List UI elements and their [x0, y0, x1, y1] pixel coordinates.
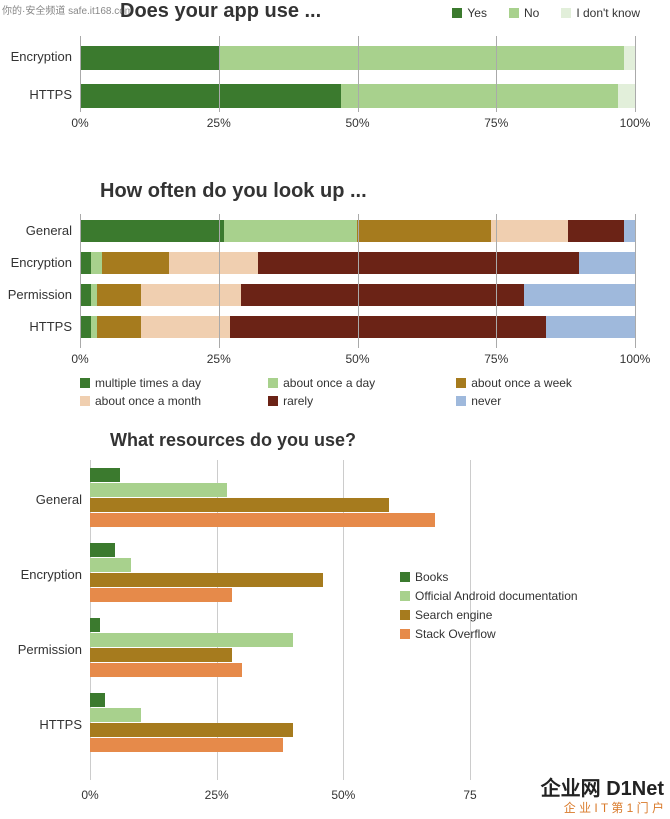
chart-resources: What resources do you use? General Encryp… [0, 430, 670, 819]
chart1-title: Does your app use ... [120, 0, 321, 23]
x-tick: 75 [463, 788, 476, 802]
legend-item: multiple times a day [80, 376, 268, 390]
chart3-legend: Books Official Android documentation Searc… [400, 570, 578, 646]
x-tick: 100% [620, 116, 651, 130]
bar [90, 513, 435, 527]
bar-segment [80, 84, 341, 108]
x-tick: 50% [331, 788, 355, 802]
legend-item: Stack Overflow [400, 627, 578, 641]
bar-segment [230, 316, 546, 338]
category-label: HTTPS [29, 87, 72, 102]
legend-item: about once a week [456, 376, 644, 390]
legend-item: Books [400, 570, 578, 584]
chart3-group: General [90, 468, 470, 543]
x-tick: 100% [620, 352, 651, 366]
bar [90, 648, 232, 662]
bar-segment [357, 220, 490, 242]
bar-segment [546, 316, 635, 338]
bar-segment [618, 84, 635, 108]
bar-segment [80, 220, 224, 242]
bar [90, 483, 227, 497]
x-tick: 25% [205, 788, 229, 802]
watermark-top-left: 你的·安全频道 safe.it168.com [2, 2, 133, 17]
bar [90, 618, 100, 632]
x-tick: 0% [81, 788, 98, 802]
legend-item: Yes [452, 6, 487, 20]
category-label: Permission [18, 642, 82, 657]
bar-segment [624, 220, 635, 242]
chart3-x-axis: 0%25%50%75 [90, 784, 470, 808]
category-label: Encryption [11, 255, 72, 270]
bar [90, 708, 141, 722]
bar-segment [568, 220, 624, 242]
bar-segment [80, 284, 91, 306]
chart3-title: What resources do you use? [110, 430, 356, 451]
category-label: General [36, 492, 82, 507]
bar-segment [91, 252, 102, 274]
bar-segment [141, 284, 241, 306]
bar-segment [219, 46, 624, 70]
legend-item: about once a month [80, 394, 268, 408]
bar [90, 468, 120, 482]
x-tick: 75% [484, 116, 508, 130]
legend-item: never [456, 394, 644, 408]
bar [90, 693, 105, 707]
legend-item: Official Android documentation [400, 589, 578, 603]
category-label: HTTPS [39, 717, 82, 732]
legend-item: No [509, 6, 539, 20]
bar-segment [524, 284, 635, 306]
bar-segment [169, 252, 258, 274]
bar-segment [224, 220, 357, 242]
bar [90, 663, 242, 677]
bar-segment [80, 46, 219, 70]
bar-segment [241, 284, 524, 306]
x-tick: 0% [71, 352, 88, 366]
bar [90, 558, 131, 572]
bar-segment [341, 84, 619, 108]
chart2-legend: multiple times a dayabout once a dayabou… [80, 376, 650, 412]
category-label: General [26, 223, 72, 238]
bar-segment [80, 252, 91, 274]
x-tick: 75% [484, 352, 508, 366]
bar-segment [258, 252, 580, 274]
category-label: HTTPS [29, 319, 72, 334]
bar-segment [102, 252, 169, 274]
bar-segment [491, 220, 569, 242]
x-tick: 25% [207, 116, 231, 130]
legend-item: I don't know [561, 6, 640, 20]
bar-segment [141, 316, 230, 338]
x-tick: 50% [345, 352, 369, 366]
chart1-x-axis: 0%25%50%75%100% [80, 112, 635, 142]
bar [90, 738, 283, 752]
x-tick: 50% [345, 116, 369, 130]
chart2-x-axis: 0%25%50%75%100% [80, 348, 635, 372]
bar [90, 723, 293, 737]
bar-segment [97, 316, 141, 338]
bar [90, 588, 232, 602]
category-label: Permission [8, 287, 72, 302]
category-label: Encryption [21, 567, 82, 582]
chart3-group: HTTPS [90, 693, 470, 768]
bar [90, 543, 115, 557]
bar [90, 498, 389, 512]
bar [90, 573, 323, 587]
legend-item: about once a day [268, 376, 456, 390]
x-tick: 25% [207, 352, 231, 366]
legend-item: Search engine [400, 608, 578, 622]
x-tick: 0% [71, 116, 88, 130]
category-label: Encryption [11, 49, 72, 64]
bar-segment [80, 316, 91, 338]
legend-item: rarely [268, 394, 456, 408]
bar-segment [624, 46, 635, 70]
chart1-legend: Yes No I don't know [452, 6, 640, 20]
chart2-title: How often do you look up ... [100, 180, 367, 203]
bar-segment [97, 284, 141, 306]
bar [90, 633, 293, 647]
bar-segment [579, 252, 635, 274]
